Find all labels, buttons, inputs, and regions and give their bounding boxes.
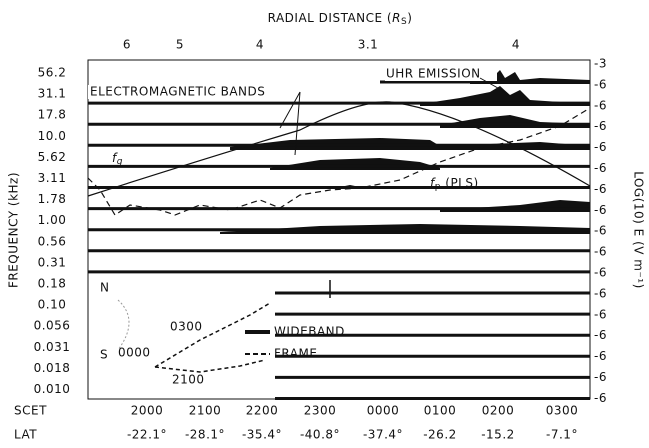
lat-label: -7.1°	[546, 428, 578, 442]
log-e-label: -6	[594, 328, 607, 342]
band-5	[270, 158, 440, 170]
scet-label: 2300	[304, 404, 337, 418]
frequency-label: 0.18	[38, 277, 67, 291]
frequency-label: 0.31	[38, 255, 67, 269]
label-backdrop	[88, 85, 298, 99]
log-e-label: -6	[594, 370, 607, 384]
inset-time: 0300	[170, 320, 203, 334]
scet-label: 2100	[189, 404, 222, 418]
top-tick-label: 6	[123, 38, 131, 52]
lat-label: -22.1°	[127, 428, 167, 442]
scet-label: 2000	[131, 404, 164, 418]
log-e-label: -6	[594, 77, 607, 91]
lat-label: -26.2	[423, 428, 457, 442]
scet-label: 0300	[546, 404, 579, 418]
log-e-label: -6	[594, 286, 607, 300]
uhr-label: UHR EMISSION	[386, 67, 481, 81]
inset: N S 0300 0000 2100 WIDEBAND FRAME	[100, 281, 345, 387]
right-axis-title: LOG(10) E (V m⁻¹)	[632, 171, 646, 289]
log-e-label: -6	[594, 349, 607, 363]
frequency-label: 31.1	[38, 87, 67, 101]
lat-label: -37.4°	[363, 428, 403, 442]
log-e-label: -3	[594, 57, 607, 71]
lat-title: LAT	[14, 428, 37, 442]
title-suffix: )	[407, 11, 412, 25]
band-1.78	[440, 200, 590, 212]
log-e-label: -6	[594, 98, 607, 112]
fp-sub: p	[435, 182, 441, 192]
inset-time: 0000	[118, 346, 151, 360]
frequency-label: 1.78	[38, 192, 67, 206]
log-e-label: -6	[594, 391, 607, 405]
inset-south: S	[100, 348, 108, 362]
log-e-label: -6	[594, 307, 607, 321]
top-tick-label: 5	[176, 38, 184, 52]
fp-suffix: (PLS)	[441, 176, 479, 190]
scet-label: 0000	[367, 404, 400, 418]
inset-time: 2100	[172, 373, 205, 387]
log-e-label: -6	[594, 266, 607, 280]
top-tick-label: 3.1	[358, 38, 379, 52]
top-tick-label: 4	[256, 38, 264, 52]
frequency-label: 0.056	[34, 319, 71, 333]
lat-label: -40.8°	[300, 428, 340, 442]
frequency-label: 0.018	[34, 361, 71, 375]
lat-label: -28.1°	[185, 428, 225, 442]
frequency-label: 17.8	[38, 108, 67, 122]
log-e-label: -6	[594, 140, 607, 154]
inset-frame: FRAME	[274, 347, 317, 361]
frequency-label: 56.2	[38, 66, 67, 80]
left-axis-title: FREQUENCY (kHz)	[7, 172, 21, 288]
frequency-label: 5.62	[38, 150, 67, 164]
fg-sub: g	[117, 157, 123, 167]
lat-label: -15.2	[481, 428, 515, 442]
log-e-label: -6	[594, 182, 607, 196]
band-31	[420, 86, 590, 106]
title-prefix: RADIAL DISTANCE (	[268, 11, 393, 25]
frequency-label: 0.010	[34, 382, 71, 396]
log-e-label: -6	[594, 245, 607, 259]
inset-track-upper	[154, 302, 271, 368]
fp-label: fp (PLS)	[430, 176, 479, 192]
top-axis-title: RADIAL DISTANCE (RS)	[268, 11, 413, 27]
frequency-label: 0.10	[38, 298, 67, 312]
scet-label: 0200	[482, 404, 515, 418]
title-symbol: R	[392, 11, 401, 25]
frequency-label: 1.00	[38, 213, 67, 227]
label-backdrop	[385, 67, 497, 81]
frequency-label: 0.031	[34, 340, 71, 354]
title-subscript: S	[401, 17, 407, 27]
scet-label: 2200	[246, 404, 279, 418]
inset-orbit	[117, 299, 130, 351]
lat-label: -35.4°	[242, 428, 282, 442]
frequency-label: 10.0	[38, 129, 67, 143]
top-tick-label: 4	[512, 38, 520, 52]
pointer-lines	[279, 77, 506, 156]
fp-symbol: f	[430, 176, 436, 190]
frequency-label: 0.56	[38, 234, 67, 248]
log-e-label: -6	[594, 224, 607, 238]
inset-north: N	[100, 281, 109, 295]
inset-track-lower	[154, 359, 266, 373]
inset-wideband: WIDEBAND	[274, 325, 345, 339]
spectrogram	[87, 70, 591, 400]
fg-symbol: f	[112, 151, 118, 165]
em-bands-label: ELECTROMAGNETIC BANDS	[90, 85, 265, 99]
log-e-label: -6	[594, 203, 607, 217]
fg-label: fg	[112, 151, 123, 167]
log-e-label: -6	[594, 119, 607, 133]
frequency-label: 3.11	[38, 171, 67, 185]
log-e-label: -6	[594, 161, 607, 175]
scet-label: 0100	[424, 404, 457, 418]
scet-title: SCET	[14, 404, 47, 418]
